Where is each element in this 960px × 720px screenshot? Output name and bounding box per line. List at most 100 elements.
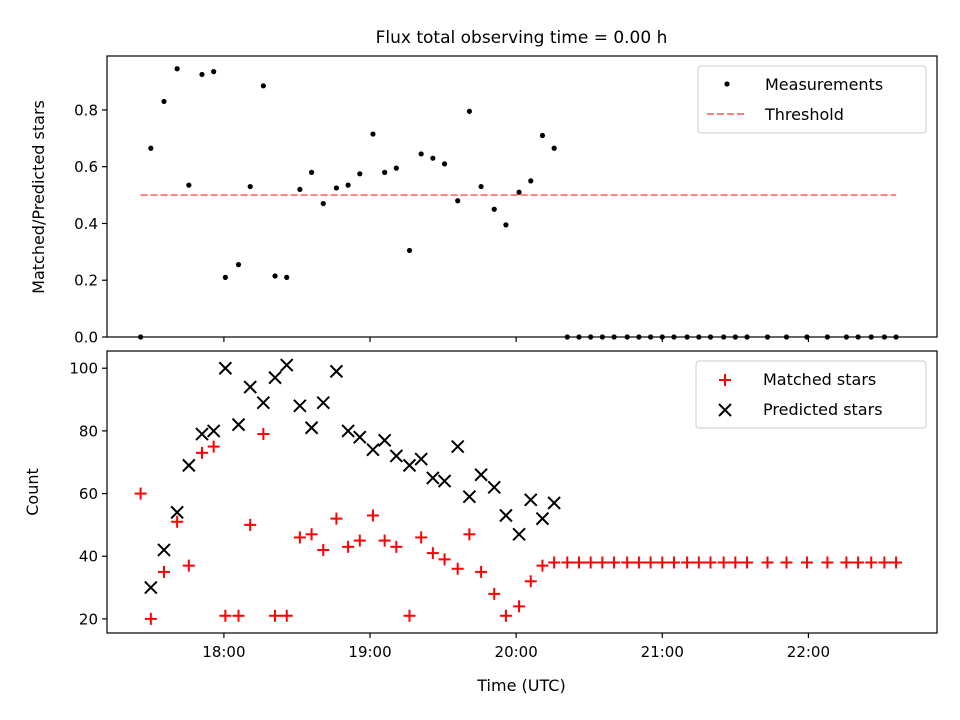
legend-predicted-label: Predicted stars bbox=[763, 400, 883, 419]
measurement-point bbox=[528, 178, 534, 184]
predicted-stars-point bbox=[243, 380, 257, 394]
predicted-stars-point bbox=[157, 543, 171, 557]
matched-stars-point bbox=[451, 562, 464, 575]
measurement-point bbox=[418, 151, 424, 157]
measurement-point bbox=[393, 165, 399, 171]
legend-measurements-label: Measurements bbox=[765, 75, 883, 94]
matched-stars-point bbox=[463, 528, 476, 541]
predicted-stars-point bbox=[377, 433, 392, 448]
measurement-point bbox=[382, 169, 388, 175]
predicted-stars-point bbox=[499, 508, 513, 523]
matched-stars-point bbox=[280, 609, 293, 622]
matched-stars-point bbox=[561, 556, 574, 569]
matched-stars-point bbox=[821, 556, 834, 569]
predicted-stars-point bbox=[256, 395, 271, 410]
matched-stars-point bbox=[403, 609, 416, 622]
measurement-point bbox=[235, 262, 242, 268]
bottom-panel: 20 40 60 80 100 18:00 19:00 20:00 21:00 22:00 Cou… bbox=[23, 350, 938, 695]
bottom-legend-frame bbox=[695, 360, 927, 429]
predicted-stars-point bbox=[426, 471, 440, 485]
measurement-point bbox=[370, 131, 376, 137]
legend-predicted-marker bbox=[718, 403, 732, 417]
predicted-stars-point bbox=[268, 370, 282, 385]
matched-stars-point bbox=[608, 556, 621, 569]
matched-stars-point bbox=[232, 609, 245, 622]
predicted-stars-point bbox=[280, 358, 294, 372]
measurement-point bbox=[455, 198, 461, 204]
matched-stars-point bbox=[878, 556, 891, 569]
ytick-label: 0.6 bbox=[74, 158, 98, 176]
matched-stars-point bbox=[305, 528, 318, 541]
measurement-point bbox=[441, 161, 448, 167]
bottom-panel-ylabel: Count bbox=[23, 468, 42, 516]
matched-stars-point bbox=[780, 556, 793, 569]
matched-stars-point bbox=[865, 556, 878, 569]
matched-stars-point bbox=[717, 556, 730, 569]
bottom-panel-axes: 20 40 60 80 100 18:00 19:00 20:00 21:00 22:00 bbox=[69, 360, 830, 661]
predicted-stars-point bbox=[316, 395, 330, 410]
top-panel: 0.00.20.40.60.8 Matched/Predicted stars … bbox=[29, 55, 938, 347]
matched-stars-point bbox=[761, 556, 774, 569]
predicted-stars-point bbox=[195, 427, 209, 441]
matched-stars-point bbox=[157, 565, 170, 578]
matched-stars-point bbox=[353, 534, 366, 547]
matched-stars-point bbox=[596, 556, 609, 569]
predicted-stars-point bbox=[206, 424, 221, 438]
measurement-point bbox=[551, 145, 557, 151]
top-panel-ylabel: Matched/Predicted stars bbox=[29, 100, 48, 294]
measurement-point bbox=[284, 274, 290, 280]
matched-stars-point bbox=[692, 556, 705, 569]
matched-stars-point bbox=[667, 556, 680, 569]
predicted-stars-point bbox=[304, 421, 319, 435]
matched-stars-point bbox=[572, 556, 585, 569]
ytick-label: 0.2 bbox=[74, 272, 98, 290]
ytick-label: 20 bbox=[79, 610, 98, 628]
predicted-stars-point bbox=[170, 505, 184, 520]
matched-stars-point bbox=[219, 609, 232, 622]
legend-measurements-marker bbox=[724, 81, 730, 87]
measurement-point bbox=[222, 274, 228, 280]
measurement-point bbox=[406, 247, 413, 254]
ytick-label: 40 bbox=[79, 548, 98, 566]
predicted-stars-point bbox=[524, 493, 538, 507]
measurement-point bbox=[503, 222, 509, 228]
measurement-point bbox=[186, 182, 192, 188]
bottom-panel-frame bbox=[106, 350, 938, 634]
measurement-point bbox=[148, 145, 154, 151]
predicted-stars-point bbox=[353, 430, 367, 444]
predicted-stars-point bbox=[182, 458, 196, 473]
measurement-point bbox=[297, 186, 303, 193]
matched-stars-point bbox=[330, 512, 343, 525]
matched-stars-point bbox=[342, 540, 355, 553]
matched-stars-point bbox=[366, 509, 379, 522]
ytick-label: 0.4 bbox=[74, 215, 98, 233]
predicted-stars-point bbox=[474, 468, 488, 482]
matched-stars-point bbox=[317, 543, 330, 556]
matched-stars-point bbox=[293, 531, 306, 544]
matched-stars-point bbox=[840, 556, 853, 569]
top-panel-axes: 0.0 0.2 0.4 0.6 0.8 bbox=[74, 101, 810, 347]
matched-stars-point bbox=[729, 556, 742, 569]
matched-stars-point bbox=[524, 575, 537, 588]
top-panel-legend: Measurements Threshold bbox=[697, 65, 927, 134]
matched-stars-point bbox=[426, 547, 439, 560]
matched-stars-point bbox=[207, 440, 220, 453]
matched-stars-point bbox=[499, 609, 512, 622]
matched-stars-point bbox=[244, 518, 257, 531]
legend-matched-label: Matched stars bbox=[763, 370, 876, 389]
matched-stars-point bbox=[536, 559, 549, 572]
predicted-stars-point bbox=[547, 496, 561, 510]
matched-stars-point bbox=[621, 556, 634, 569]
matched-stars-point bbox=[644, 556, 657, 569]
xtick-label: 19:00 bbox=[348, 643, 391, 661]
matched-stars-point bbox=[182, 559, 195, 572]
predicted-stars-point bbox=[450, 439, 465, 454]
matched-stars-point bbox=[257, 428, 270, 441]
matched-stars-point bbox=[656, 556, 669, 569]
predicted-stars-point bbox=[512, 527, 526, 542]
predicted-stars-point bbox=[341, 424, 355, 438]
measurement-point bbox=[516, 189, 522, 195]
ytick-label: 100 bbox=[69, 360, 98, 378]
